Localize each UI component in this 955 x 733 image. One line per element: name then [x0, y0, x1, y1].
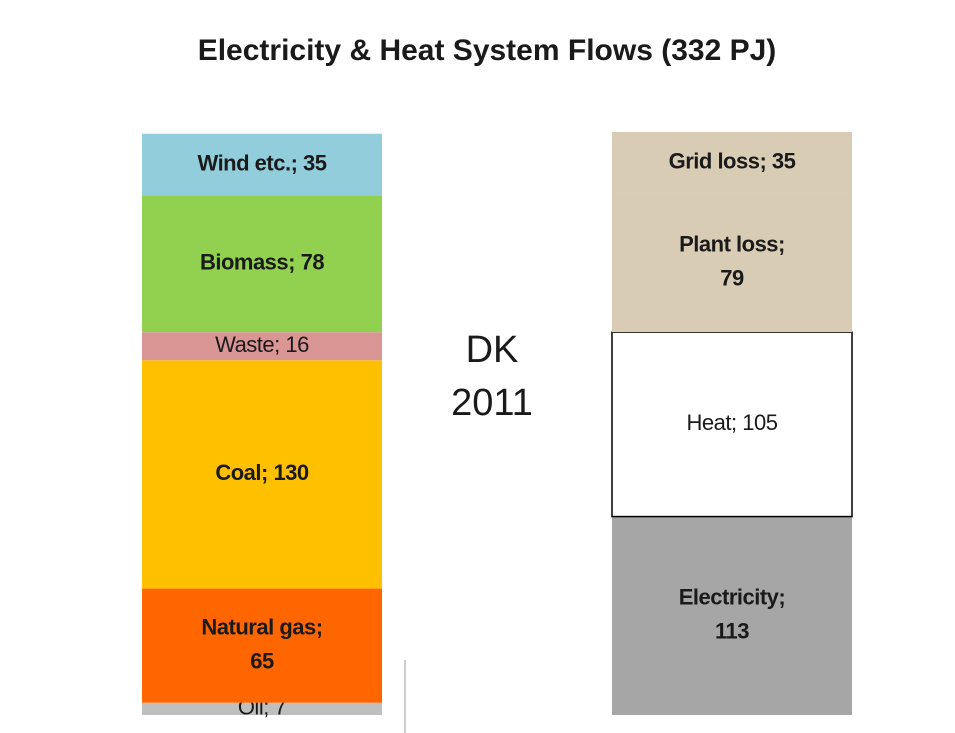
- segment: [612, 193, 852, 333]
- segment-label: 79: [720, 266, 744, 291]
- segment-label: Biomass; 78: [200, 250, 324, 275]
- segment-label: Grid loss; 35: [669, 149, 796, 174]
- segment-label: Waste; 16: [215, 332, 309, 357]
- segment: [142, 702, 382, 715]
- segment: [612, 132, 852, 194]
- chart-title: Electricity & Heat System Flows (332 PJ): [198, 34, 777, 67]
- annotation: DK: [466, 329, 519, 371]
- segment-label: Electricity;: [679, 585, 786, 610]
- segment: [142, 332, 382, 361]
- segment: [612, 516, 852, 715]
- segment-label: Coal; 130: [215, 460, 309, 485]
- segment-label: Natural gas;: [201, 614, 322, 639]
- segment: [611, 331, 853, 518]
- segment: [142, 133, 382, 196]
- segment-label: Plant loss;: [679, 232, 785, 257]
- annotation: 2011: [451, 382, 533, 424]
- segment: [142, 360, 382, 589]
- segment-label: 113: [715, 619, 749, 644]
- segment-label: 65: [250, 648, 274, 673]
- segment: [142, 588, 382, 703]
- segment-label: Heat; 105: [687, 410, 778, 435]
- segment-label: Wind etc.; 35: [198, 150, 327, 175]
- segment: [142, 195, 382, 333]
